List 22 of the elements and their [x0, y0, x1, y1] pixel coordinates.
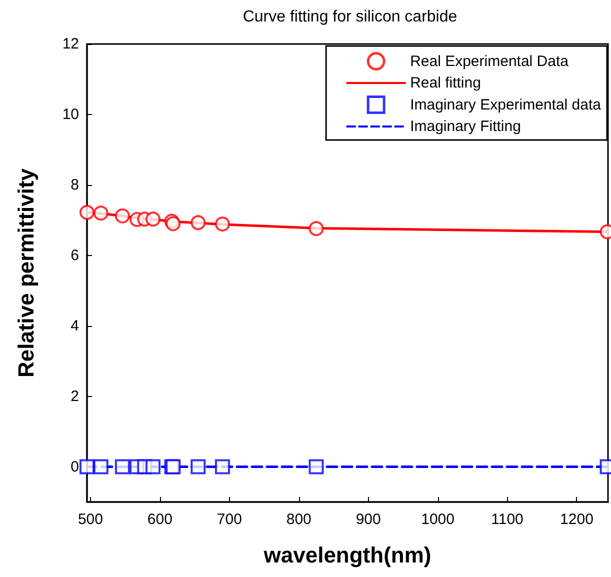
legend-label: Real fitting	[410, 74, 481, 92]
y-axis-title: Relative permittivity	[14, 168, 38, 378]
y-tick-label: 12	[62, 36, 79, 52]
y-tick-label: 8	[70, 176, 79, 194]
x-tick-label: 800	[286, 511, 312, 528]
legend-label: Real Experimental Data	[410, 52, 570, 70]
legend-label: Imaginary Fitting	[410, 118, 521, 135]
x-tick-label: 1100	[491, 511, 524, 528]
x-tick-label: 1000	[421, 511, 454, 528]
x-axis-title: wavelength(nm)	[262, 542, 432, 568]
y-tick-label: 4	[70, 317, 79, 334]
chart-title: Curve fitting for silicon carbide	[242, 8, 458, 26]
legend-label: Imaginary Experimental data	[410, 96, 602, 114]
y-tick-label: 0	[70, 458, 79, 476]
x-tick-label: 900	[356, 511, 381, 528]
y-tick-label: 10	[62, 106, 79, 123]
x-tick-label: 500	[78, 511, 103, 528]
y-tick-label: 2	[70, 388, 79, 405]
x-tick-label: 1200	[560, 511, 594, 528]
x-tick-label: 700	[216, 511, 242, 528]
x-tick-label: 600	[147, 511, 172, 528]
y-tick-label: 6	[70, 246, 79, 264]
